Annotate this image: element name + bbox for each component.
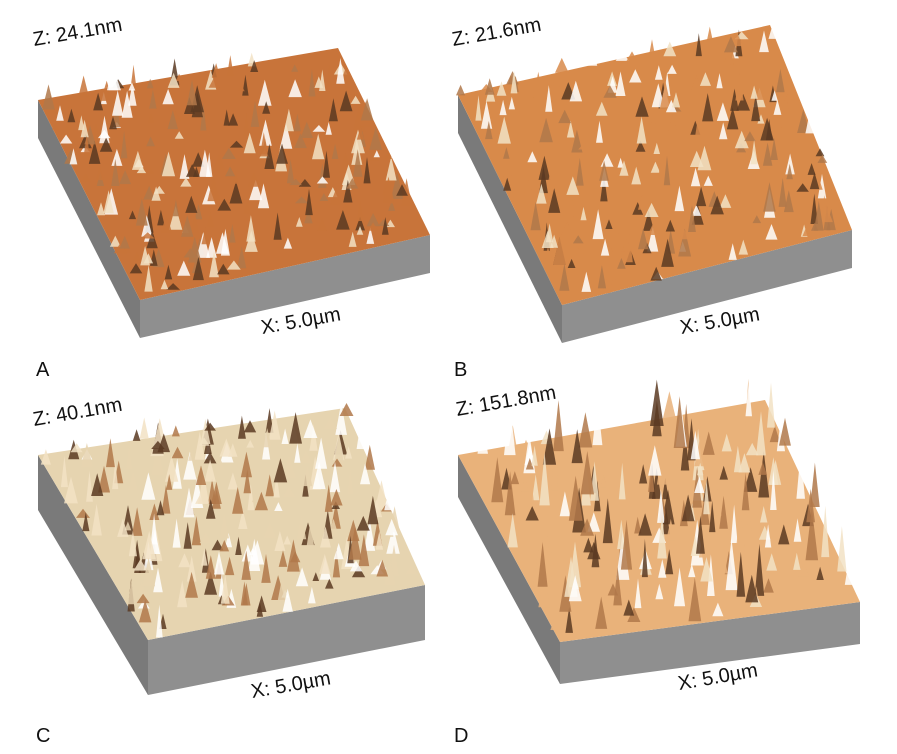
panel-letter-c: C xyxy=(36,725,51,747)
surface-peaks xyxy=(40,402,417,638)
afm-surface-b xyxy=(456,24,852,343)
left-wall xyxy=(458,455,560,684)
left-wall xyxy=(38,455,148,695)
left-wall xyxy=(38,100,140,338)
afm-panel-a: Z: 24.1nm X: 5.0µm A xyxy=(0,0,440,380)
front-wall xyxy=(140,235,430,338)
panel-letter-a: A xyxy=(36,359,50,381)
front-wall xyxy=(560,602,860,684)
afm-surface-d xyxy=(458,378,860,684)
surface-peaks xyxy=(456,24,836,294)
surface-peaks xyxy=(477,378,859,633)
afm-surface-a xyxy=(38,48,430,338)
front-wall xyxy=(562,230,852,343)
afm-panel-d: Z: 151.8nm X: 5.0µm D xyxy=(440,370,880,746)
afm-panel-c: Z: 40.1nm X: 5.0µm C xyxy=(0,370,440,746)
panel-letter-d: D xyxy=(454,725,469,747)
panel-letter-b: B xyxy=(454,359,468,381)
afm-panel-b: Z: 21.6nm X: 5.0µm B xyxy=(440,0,880,380)
afm-surface-c xyxy=(38,402,425,695)
front-wall xyxy=(148,585,425,695)
left-wall xyxy=(458,95,562,343)
surface-peaks xyxy=(42,52,413,292)
